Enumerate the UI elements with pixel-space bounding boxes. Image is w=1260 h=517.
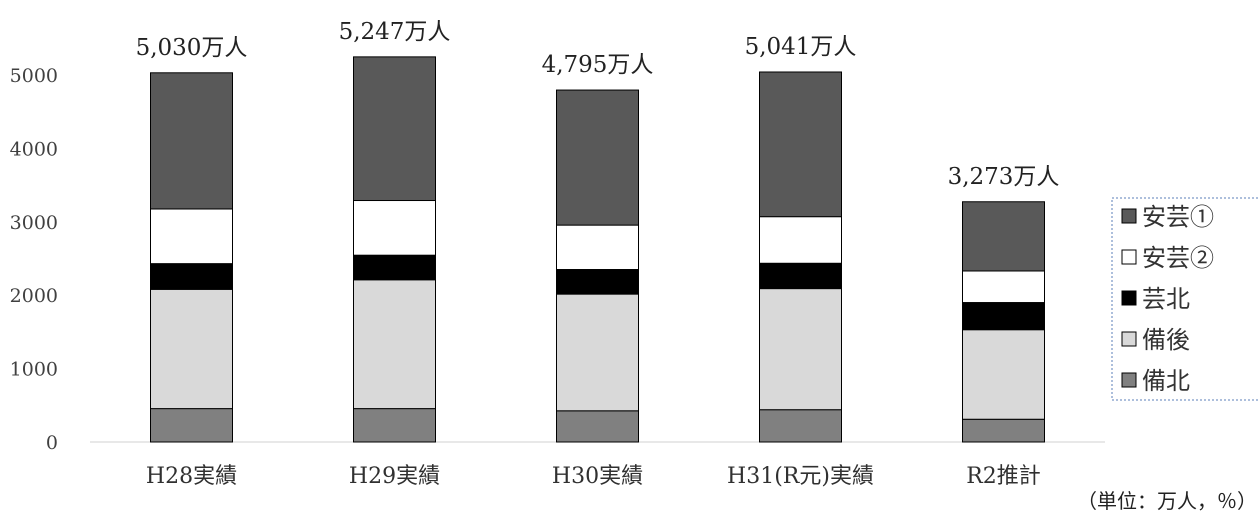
bar-segment [759,262,842,290]
bar-segment [962,270,1045,304]
bar-segment [759,288,842,411]
bar-segment [962,201,1045,272]
bar-segment [150,72,233,210]
legend-box [1111,197,1260,401]
legend-swatch [1121,208,1137,224]
y-tick-label: 3000 [10,212,58,234]
bar-segment [353,279,436,410]
bar-segment [353,200,436,256]
y-axis-labels: 0 1000 2000 3000 4000 5000 [10,65,58,454]
bar-segment [556,293,639,412]
total-label: 5,247万人 [339,19,451,45]
bar-segment [150,208,233,265]
legend-label: 安芸① [1142,203,1214,231]
bar-segment [353,408,436,443]
total-labels: 5,030万人 5,247万人 4,795万人 5,041万人 3,273万人 [136,19,1060,190]
bar-segment [150,288,233,410]
category-label: H28実績 [146,464,237,489]
total-label: 4,795万人 [542,52,654,78]
y-tick-label: 0 [46,432,58,454]
y-tick-label: 4000 [10,138,58,160]
bar-segment [759,216,842,264]
unit-label: （単位：万人，％） [1077,489,1257,513]
total-label: 5,030万人 [136,35,248,61]
bar-segment [759,409,842,443]
bars [150,56,1045,443]
bar-segment [759,71,842,218]
bar-segment [150,408,233,443]
legend-label: 安芸② [1142,244,1214,272]
legend-label: 備後 [1142,326,1190,354]
total-label: 5,041万人 [745,34,857,60]
legend-swatch [1121,372,1137,388]
legend-swatch [1121,331,1137,347]
bar-segment [353,56,436,202]
bar-segment [962,329,1045,420]
category-label: R2推計 [966,464,1041,489]
bar-segment [556,269,639,295]
bar-segment [353,254,436,281]
y-tick-label: 1000 [10,359,58,381]
bar-segment [962,418,1045,443]
bar-segment [962,302,1045,331]
legend-label: 備北 [1142,367,1190,395]
bar-segment [150,263,233,290]
category-label: H31(R元)実績 [727,464,874,489]
bar-segment [556,224,639,271]
category-labels: H28実績 H29実績 H30実績 H31(R元)実績 R2推計 [146,464,1041,489]
category-label: H29実績 [349,464,440,489]
y-tick-label: 2000 [10,285,58,307]
bar-segment [556,410,639,443]
legend-swatch [1121,290,1137,306]
legend-swatch [1121,249,1137,265]
y-tick-label: 5000 [10,65,58,87]
bar-segment [556,89,639,226]
category-label: H30実績 [552,464,643,489]
legend-label: 芸北 [1142,285,1190,313]
total-label: 3,273万人 [948,164,1060,190]
